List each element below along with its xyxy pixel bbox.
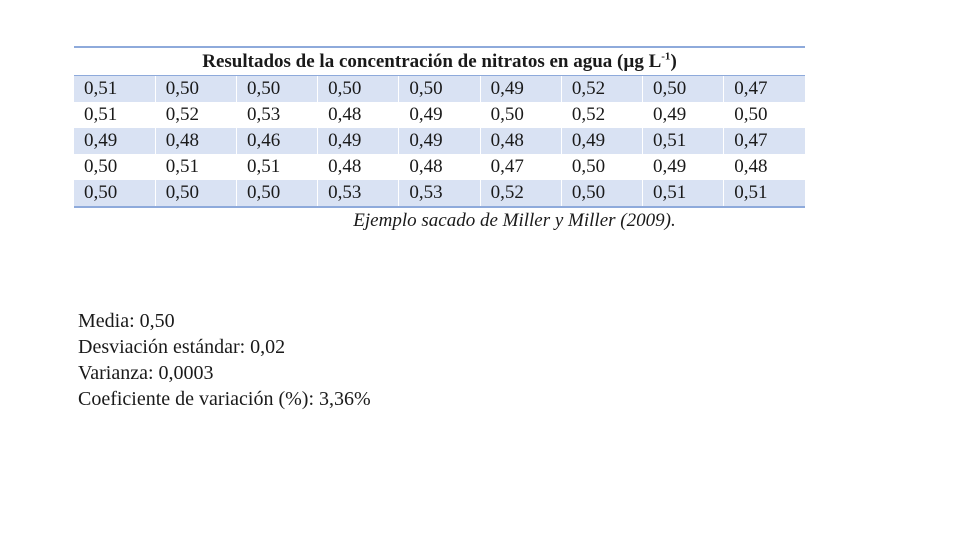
table-cell: 0,48 <box>317 102 399 128</box>
table-cell: 0,51 <box>723 180 805 208</box>
table-cell: 0,50 <box>560 154 643 180</box>
table-cell: 0,46 <box>235 128 318 154</box>
table-cell: 0,52 <box>560 76 643 102</box>
table-cell: 0,48 <box>317 154 399 180</box>
table-cell: 0,52 <box>560 102 643 128</box>
table-cell: 0,53 <box>398 180 481 208</box>
table-title-text: Resultados de la concentración de nitrat… <box>202 51 662 72</box>
table-cell: 0,50 <box>235 76 318 102</box>
table-cell: 0,47 <box>479 154 562 180</box>
table-cell: 0,50 <box>398 76 481 102</box>
table-cell: 0,52 <box>154 102 237 128</box>
stat-varianza: Varianza: 0,0003 <box>78 362 214 384</box>
table-row: 0,51 0,50 0,50 0,50 0,50 0,49 0,52 0,50 0,47 <box>74 76 805 102</box>
table-cell: 0,51 <box>642 180 724 208</box>
table-cell: 0,50 <box>154 76 237 102</box>
table-cell: 0,49 <box>398 128 481 154</box>
table-cell: 0,51 <box>74 102 156 128</box>
table-cell: 0,51 <box>235 154 318 180</box>
table-cell: 0,51 <box>642 128 724 154</box>
stat-media: Media: 0,50 <box>78 310 175 332</box>
table-caption: Ejemplo sacado de Miller y Miller (2009)… <box>353 210 676 231</box>
table-row: 0,51 0,52 0,53 0,48 0,49 0,50 0,52 0,49 0,50 <box>74 102 805 128</box>
table-cell: 0,49 <box>642 102 724 128</box>
table-cell: 0,47 <box>723 76 805 102</box>
table-cell: 0,50 <box>235 180 318 208</box>
stat-desviacion: Desviación estándar: 0,02 <box>78 336 286 358</box>
table-cell: 0,49 <box>642 154 724 180</box>
table-cell: 0,47 <box>723 128 805 154</box>
table-cell: 0,50 <box>479 102 562 128</box>
table-title-superscript: -1 <box>661 50 671 63</box>
table-cell: 0,48 <box>723 154 805 180</box>
table-cell: 0,50 <box>723 102 805 128</box>
table-cell: 0,49 <box>479 76 562 102</box>
table-cell: 0,48 <box>479 128 562 154</box>
stat-coeficiente: Coeficiente de variación (%): 3,36% <box>78 388 371 410</box>
table-cell: 0,50 <box>154 180 237 208</box>
statistics-summary: Media: 0,50 Desviación estándar: 0,02 Va… <box>78 308 371 412</box>
table-cell: 0,51 <box>154 154 237 180</box>
table-cell: 0,49 <box>398 102 481 128</box>
table-cell: 0,50 <box>74 180 156 208</box>
data-grid: 0,51 0,50 0,50 0,50 0,50 0,49 0,52 0,50 0,47 0,51… <box>74 76 805 208</box>
table-cell: 0,48 <box>398 154 481 180</box>
table-cell: 0,52 <box>479 180 562 208</box>
table-cell: 0,49 <box>560 128 643 154</box>
table-title: Resultados de la concentración de nitrat… <box>74 46 805 76</box>
table-cell: 0,49 <box>74 128 156 154</box>
table-title-close: ) <box>670 51 677 72</box>
table-cell: 0,48 <box>154 128 237 154</box>
table-row: 0,50 0,50 0,50 0,53 0,53 0,52 0,50 0,51 0,51 <box>74 180 805 208</box>
table-row: 0,50 0,51 0,51 0,48 0,48 0,47 0,50 0,49 0,48 <box>74 154 805 180</box>
table-cell: 0,50 <box>317 76 399 102</box>
nitrate-results-table: Resultados de la concentración de nitrat… <box>74 46 805 232</box>
table-cell: 0,50 <box>74 154 156 180</box>
table-cell: 0,50 <box>560 180 643 208</box>
table-cell: 0,53 <box>235 102 318 128</box>
table-cell: 0,53 <box>317 180 399 208</box>
table-row: 0,49 0,48 0,46 0,49 0,49 0,48 0,49 0,51 0,47 <box>74 128 805 154</box>
table-cell: 0,51 <box>74 76 156 102</box>
table-cell: 0,49 <box>317 128 399 154</box>
table-cell: 0,50 <box>642 76 724 102</box>
